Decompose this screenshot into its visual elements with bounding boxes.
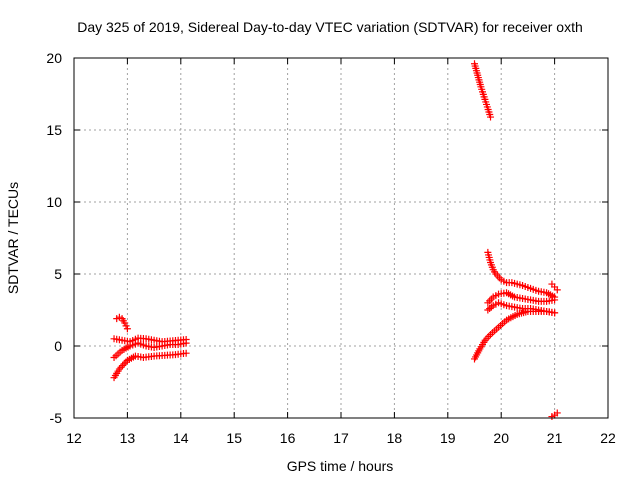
- data-point: [120, 360, 128, 368]
- y-axis-label: SDTVAR / TECUs: [5, 182, 21, 294]
- data-point: [123, 325, 131, 333]
- data-point: [551, 296, 559, 304]
- y-tick-label: 5: [54, 266, 62, 282]
- x-tick-label: 14: [173, 430, 189, 446]
- data-points: [110, 60, 561, 421]
- data-point: [182, 349, 190, 357]
- x-tick-label: 17: [333, 430, 349, 446]
- x-tick-label: 16: [280, 430, 296, 446]
- x-tick-label: 12: [66, 430, 82, 446]
- x-tick-labels: 12 13 14 15 16 17 18 19 20 21 22: [66, 430, 616, 446]
- data-point: [122, 358, 130, 366]
- data-point: [551, 309, 559, 317]
- y-tick-label: 15: [46, 122, 62, 138]
- y-tick-label: -5: [50, 410, 63, 426]
- data-point: [553, 409, 561, 417]
- x-tick-label: 19: [440, 430, 456, 446]
- y-tick-label: 0: [54, 338, 62, 354]
- y-tick-label: 10: [46, 194, 62, 210]
- x-tick-label: 15: [226, 430, 242, 446]
- data-point: [553, 286, 561, 294]
- y-tick-label: 20: [46, 50, 62, 66]
- data-point: [487, 113, 495, 121]
- chart-title: Day 325 of 2019, Sidereal Day-to-day VTE…: [77, 19, 583, 35]
- x-tick-label: 20: [493, 430, 509, 446]
- x-tick-label: 13: [120, 430, 136, 446]
- data-point: [182, 339, 190, 347]
- data-point: [119, 362, 127, 370]
- y-tick-labels: -5 0 5 10 15 20: [46, 50, 62, 426]
- grid-lines: [74, 58, 608, 418]
- x-tick-label: 21: [547, 430, 563, 446]
- data-point: [115, 365, 123, 373]
- data-point: [117, 363, 125, 371]
- x-tick-label: 18: [387, 430, 403, 446]
- plot-frame: [73, 57, 609, 419]
- x-tick-label: 22: [600, 430, 616, 446]
- x-axis-label: GPS time / hours: [287, 458, 394, 474]
